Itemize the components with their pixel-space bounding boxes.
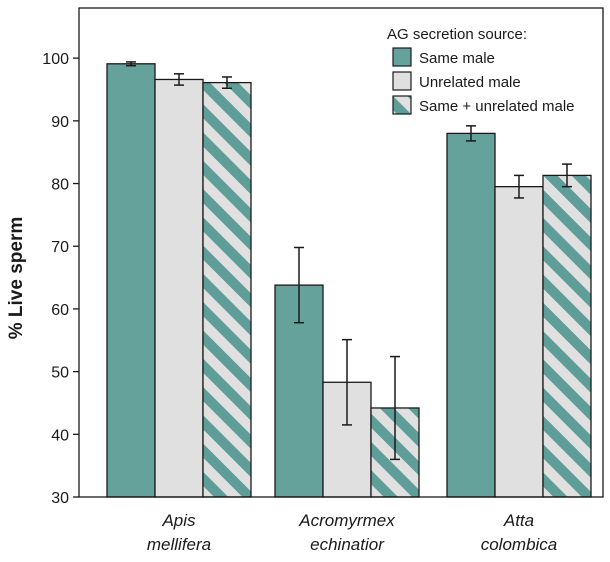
legend-swatch: [392, 71, 412, 91]
y-tick-label: 60: [51, 302, 69, 319]
category-label: colombica: [481, 535, 558, 554]
y-tick-label: 100: [42, 51, 69, 68]
axes-layer: Apis mellifera Acromyrmex echinatior Atta col…: [42, 7, 604, 554]
y-tick-label: 70: [51, 239, 69, 256]
y-tick-label: 50: [51, 365, 69, 382]
category-label: Acromyrmex: [298, 511, 395, 530]
category-label: mellifera: [147, 535, 211, 554]
bar: [542, 174, 592, 498]
y-tick-label: 80: [51, 177, 69, 194]
bar: [446, 132, 496, 498]
category-label: echinatior: [310, 535, 385, 554]
legend-entry: Same + unrelated male: [419, 98, 575, 115]
plot-frame: [78, 7, 604, 498]
bars-layer: [106, 63, 592, 498]
y-axis-label: % Live sperm: [6, 217, 27, 340]
y-tick-label: 90: [51, 114, 69, 131]
bar: [154, 78, 204, 498]
category-label: Atta: [503, 511, 534, 530]
legend-swatch: [392, 47, 412, 67]
y-tick-label: 30: [51, 490, 69, 507]
legend: AG secretion source: Same male Unrelated m…: [387, 26, 575, 115]
bar: [202, 81, 252, 498]
bar: [494, 186, 544, 498]
legend-entry: Unrelated male: [419, 74, 521, 91]
category-label: Apis: [161, 511, 196, 530]
legend-entry: Same male: [419, 50, 495, 67]
legend-swatch: [392, 95, 412, 115]
legend-title: AG secretion source:: [387, 26, 527, 43]
y-tick-label: 40: [51, 427, 69, 444]
error-bars-layer: [126, 61, 572, 461]
bar: [106, 63, 156, 498]
